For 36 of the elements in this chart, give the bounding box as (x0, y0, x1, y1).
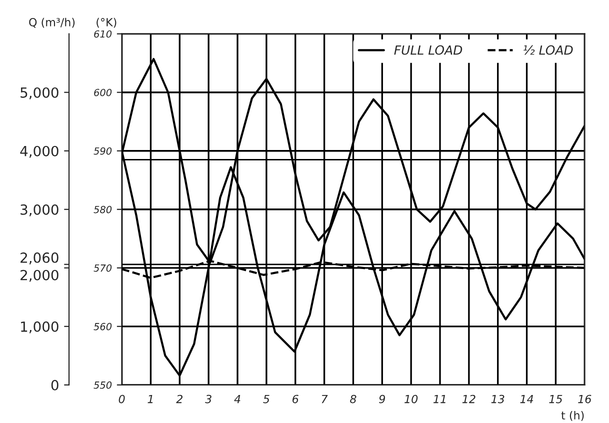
x-tick-label: 9 (379, 394, 385, 404)
y-tick-label: 4,000 (20, 146, 58, 158)
y2-tick-label: 590 (94, 147, 112, 155)
x-tick-label: 11 (433, 394, 446, 404)
x-tick-label: 0 (118, 394, 125, 404)
y-tick-label: 2,000 (20, 270, 58, 282)
x-tick-label: 7 (322, 394, 328, 404)
x-tick-label: 10 (404, 394, 418, 404)
y2-tick-label: 570 (94, 264, 112, 272)
legend-label: ½ LOAD (524, 45, 573, 55)
x-tick-label: 15 (549, 394, 562, 404)
y-tick-label: 2,060 (20, 252, 58, 264)
x-tick-label: 4 (234, 394, 240, 404)
x-tick-label: 13 (491, 394, 504, 404)
x-tick-label: 12 (462, 394, 476, 404)
x-axis-title: t (h) (561, 410, 584, 421)
y-axis-title: Q (m³/h) (29, 18, 75, 28)
x-tick-label: 14 (520, 394, 534, 404)
x-tick-label: 3 (205, 394, 212, 404)
y2-axis-title: (°K) (96, 18, 116, 28)
y-tick-label: 3,000 (20, 204, 58, 216)
legend-label: FULL LOAD (394, 45, 462, 55)
x-tick-label: 5 (263, 394, 270, 404)
x-tick-label: 6 (292, 394, 298, 404)
y2-tick-label: 560 (94, 322, 112, 330)
y2-tick-label: 550 (94, 381, 112, 389)
x-tick-label: 8 (350, 394, 356, 404)
y-tick-label: 1,000 (21, 321, 58, 334)
y2-tick-label: 610 (94, 30, 112, 38)
y-tick-label: 0 (51, 380, 58, 390)
x-tick-label: 16 (578, 394, 592, 404)
y2-tick-label: 580 (94, 206, 112, 214)
y-tick-label: 5,000 (20, 87, 58, 100)
x-tick-label: 1 (148, 394, 153, 404)
x-tick-label: 2 (176, 394, 182, 404)
y2-tick-label: 600 (94, 88, 112, 96)
